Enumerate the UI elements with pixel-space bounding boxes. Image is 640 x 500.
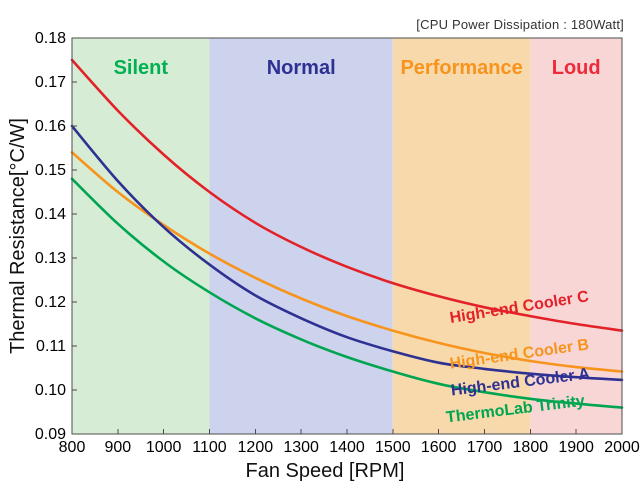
y-tick-label: 0.17 xyxy=(35,74,66,91)
y-tick-label: 0.14 xyxy=(35,206,66,223)
zone-label-normal: Normal xyxy=(267,57,336,79)
series-path-0 xyxy=(70,58,624,332)
series-path-2 xyxy=(70,124,624,382)
y-tick-label: 0.10 xyxy=(35,382,66,399)
y-tick-label: 0.13 xyxy=(35,250,66,267)
x-tick-label: 900 xyxy=(104,439,131,456)
zone-label-performance: Performance xyxy=(400,57,522,79)
x-axis-title: Fan Speed [RPM] xyxy=(245,460,405,482)
zone-band-normal xyxy=(209,38,393,434)
x-tick-label: 1100 xyxy=(192,439,227,456)
series-path-3 xyxy=(70,177,624,409)
x-tick-label: 800 xyxy=(59,439,86,456)
x-tick-label: 2000 xyxy=(604,439,640,456)
y-tick-label: 0.09 xyxy=(35,426,66,443)
zone-band-silent xyxy=(72,38,210,434)
zone-band-performance xyxy=(392,38,531,434)
y-tick-label: 0.16 xyxy=(35,118,66,135)
x-tick-label: 1300 xyxy=(283,439,319,456)
y-tick-label: 0.12 xyxy=(35,294,66,311)
x-tick-label: 1000 xyxy=(146,439,182,456)
zone-label-loud: Loud xyxy=(552,57,601,79)
y-tick-label: 0.11 xyxy=(36,338,66,355)
cpu-power-annotation: [CPU Power Dissipation : 180Watt] xyxy=(416,17,624,32)
x-tick-label: 1500 xyxy=(375,439,411,456)
x-tick-label: 1600 xyxy=(421,439,457,456)
x-tick-label: 1400 xyxy=(329,439,365,456)
x-tick-label: 1800 xyxy=(513,439,549,456)
y-tick-label: 0.15 xyxy=(35,162,66,179)
zone-label-silent: Silent xyxy=(114,57,169,79)
y-axis-title: Thermal Resistance[°C/W] xyxy=(7,118,29,354)
x-tick-label: 1200 xyxy=(238,439,274,456)
series-path-1 xyxy=(70,151,624,373)
y-tick-label: 0.18 xyxy=(35,30,66,47)
x-tick-label: 1700 xyxy=(467,439,503,456)
x-tick-label: 1900 xyxy=(558,439,594,456)
